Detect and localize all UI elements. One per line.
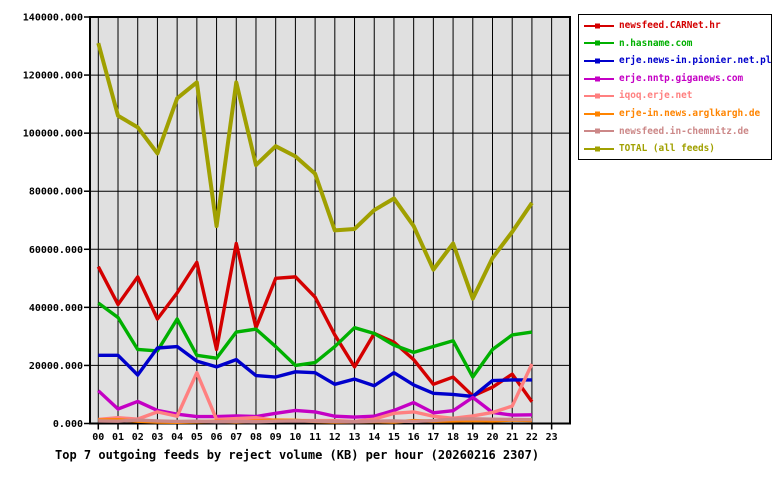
x-tick-label: 18 [447,432,459,443]
series-line-total-all-feeds- [96,42,534,301]
legend-marker-icon [584,76,614,82]
legend-marker-icon [584,58,614,64]
legend-item: erje.news-in.pionier.net.pl [583,52,771,70]
legend-label: n.hasname.com [619,37,693,49]
legend-marker-icon [584,40,614,46]
x-tick-label: 20 [486,432,498,443]
series-line-newsfeed-in-chemnitz-de [98,417,532,424]
legend-item: newsfeed.in-chemnitz.de [583,123,771,141]
legend-label: newsfeed.in-chemnitz.de [619,125,749,137]
legend-item: erje.nntp.giganews.com [583,70,771,88]
chart-title: Top 7 outgoing feeds by reject volume (K… [55,448,540,462]
legend-marker-icon [584,111,614,117]
y-tick-label: 120000.000 [23,71,83,82]
x-tick-label: 13 [349,432,361,443]
legend-label: TOTAL (all feeds) [619,143,715,155]
x-tick-label: 09 [270,432,282,443]
x-tick-label: 11 [309,432,321,443]
x-tick-label: 02 [132,432,144,443]
x-tick-label: 23 [546,432,558,443]
legend-marker-icon [584,23,614,29]
legend-label: erje-in.news.arglkargh.de [619,108,761,120]
legend-item: iqoq.erje.net [583,87,771,105]
legend-item: n.hasname.com [583,35,771,53]
x-tick-label: 15 [388,432,400,443]
series-line-erje-nntp-giganews-com [97,389,532,419]
x-tick-label: 05 [191,432,203,443]
y-tick-label: 80000.000 [29,187,83,198]
y-tick-label: 0.000 [53,419,83,430]
chart-legend: newsfeed.CARNet.hr n.hasname.com erje.news… [578,14,772,160]
x-tick-label: 07 [230,432,242,443]
x-tick-label: 16 [408,432,420,443]
x-tick-label: 10 [289,432,301,443]
legend-label: erje.news-in.pionier.net.pl [619,55,772,67]
legend-item: newsfeed.CARNet.hr [583,17,771,35]
x-tick-label: 04 [171,432,183,443]
series-line-erje-news-in-pionier-net-pl [98,344,532,399]
x-tick-label: 19 [467,432,479,443]
legend-label: erje.nntp.giganews.com [619,72,744,84]
legend-item: erje-in.news.arglkargh.de [583,105,771,123]
legend-item: TOTAL (all feeds) [583,140,771,158]
x-tick-label: 22 [526,432,538,443]
series-line-newsfeed-carnet-hr [96,241,534,403]
x-tick-label: 12 [329,432,341,443]
series-line-n-hasname-com [97,301,533,379]
y-tick-label: 40000.000 [29,303,83,314]
y-tick-label: 20000.000 [29,361,83,372]
x-tick-label: 08 [250,432,262,443]
legend-marker-icon [584,128,614,134]
x-tick-label: 17 [427,432,439,443]
legend-label: iqoq.erje.net [619,90,693,102]
x-tick-label: 06 [211,432,223,443]
y-tick-label: 140000.000 [23,13,83,24]
y-tick-label: 100000.000 [23,129,83,140]
legend-label: newsfeed.CARNet.hr [619,20,721,32]
x-tick-label: 21 [506,432,518,443]
y-tick-label: 60000.000 [29,245,83,256]
legend-marker-icon [584,146,614,152]
x-tick-label: 14 [368,432,380,443]
legend-marker-icon [584,93,614,99]
x-tick-label: 00 [92,432,104,443]
x-tick-label: 03 [151,432,163,443]
x-tick-label: 01 [112,432,124,443]
